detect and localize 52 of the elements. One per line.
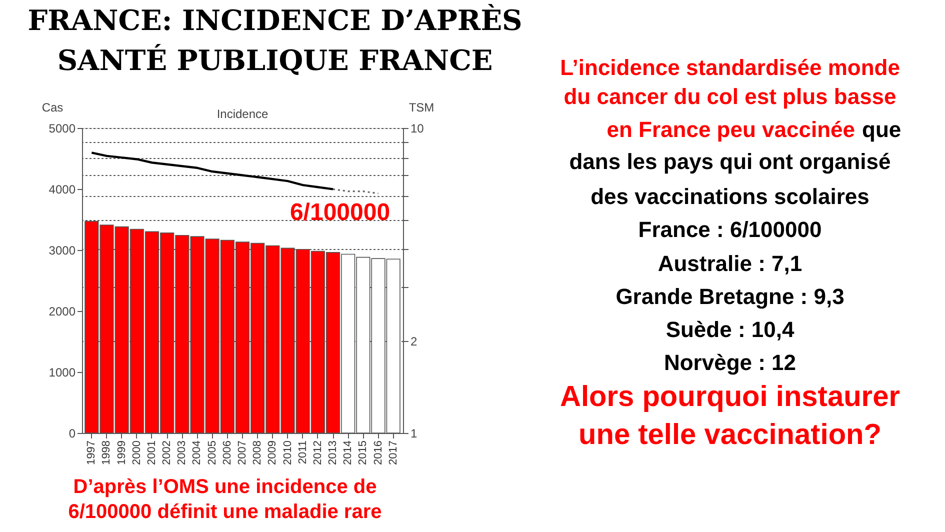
x-tick-label: 2013 [327, 440, 340, 465]
x-tick-label: 2003 [176, 440, 188, 465]
chart-title: Incidence [216, 107, 269, 121]
text: Australie : 7,1 [658, 251, 802, 276]
x-tick-label: 2015 [357, 440, 370, 465]
x-tick-label: 2007 [236, 440, 248, 465]
x-tick-label: 2016 [372, 440, 384, 465]
text: une telle vaccination? [578, 419, 882, 451]
text: FRANCE: INCIDENCE D’APRÈS [28, 4, 522, 37]
x-tick-label: 2005 [206, 440, 218, 465]
y2-tick-label: 1 [410, 426, 418, 440]
text: Alors pourquoi instaurer [560, 381, 900, 413]
text: en France peu vaccinée [606, 117, 855, 142]
x-tick-label: 2004 [191, 440, 204, 465]
text: dans les pays qui ont organisé [569, 149, 891, 174]
annotation: 6/100000 [290, 199, 390, 226]
x-tick-label: 2001 [146, 440, 158, 465]
x-tick-label: 2014 [342, 440, 354, 465]
x-tick-label: 2006 [221, 440, 234, 465]
x-tick-label: 1999 [116, 440, 128, 465]
text: du cancer du col est plus basse [564, 84, 896, 109]
y-tick-label: 4000 [48, 182, 76, 196]
x-tick-label: 2012 [312, 440, 324, 465]
x-tick-label: 1998 [100, 440, 113, 465]
y-tick-label: 0 [68, 426, 76, 440]
x-tick-label: 2002 [161, 440, 174, 465]
x-tick-label: 2000 [130, 440, 143, 465]
text: D’après l’OMS une incidence de [73, 476, 377, 498]
line-series [90, 152, 334, 190]
y-tick-label: 5000 [48, 122, 76, 136]
y-tick-label: 3000 [48, 244, 76, 258]
text: que [862, 117, 902, 142]
text: SANTÉ PUBLIQUE FRANCE [57, 44, 493, 77]
text: France : 6/100000 [638, 217, 822, 242]
y-axis-title: Cas [42, 100, 64, 114]
y2-axis-title: TSM [408, 100, 434, 114]
x-tick-label: 1997 [86, 440, 98, 465]
text: Grande Bretagne : 9,3 [616, 284, 844, 309]
y2-tick-label: 10 [410, 122, 424, 136]
y-tick-label: 1000 [48, 366, 76, 380]
text: 6/100000 définit une maladie rare [68, 501, 382, 523]
x-tick-label: 2008 [252, 440, 264, 465]
x-tick-label: 2011 [296, 440, 309, 464]
y2-tick-label: 2 [410, 334, 418, 349]
x-tick-label: 2017 [387, 440, 400, 465]
text: des vaccinations scolaires [590, 184, 870, 209]
y-tick-label: 2000 [48, 304, 76, 318]
text: Suède : 10,4 [666, 317, 795, 342]
x-tick-label: 2009 [266, 440, 279, 465]
x-tick-label: 2010 [282, 440, 294, 465]
text: L’incidence standardisée monde [560, 55, 900, 80]
text: Norvège : 12 [664, 350, 796, 375]
